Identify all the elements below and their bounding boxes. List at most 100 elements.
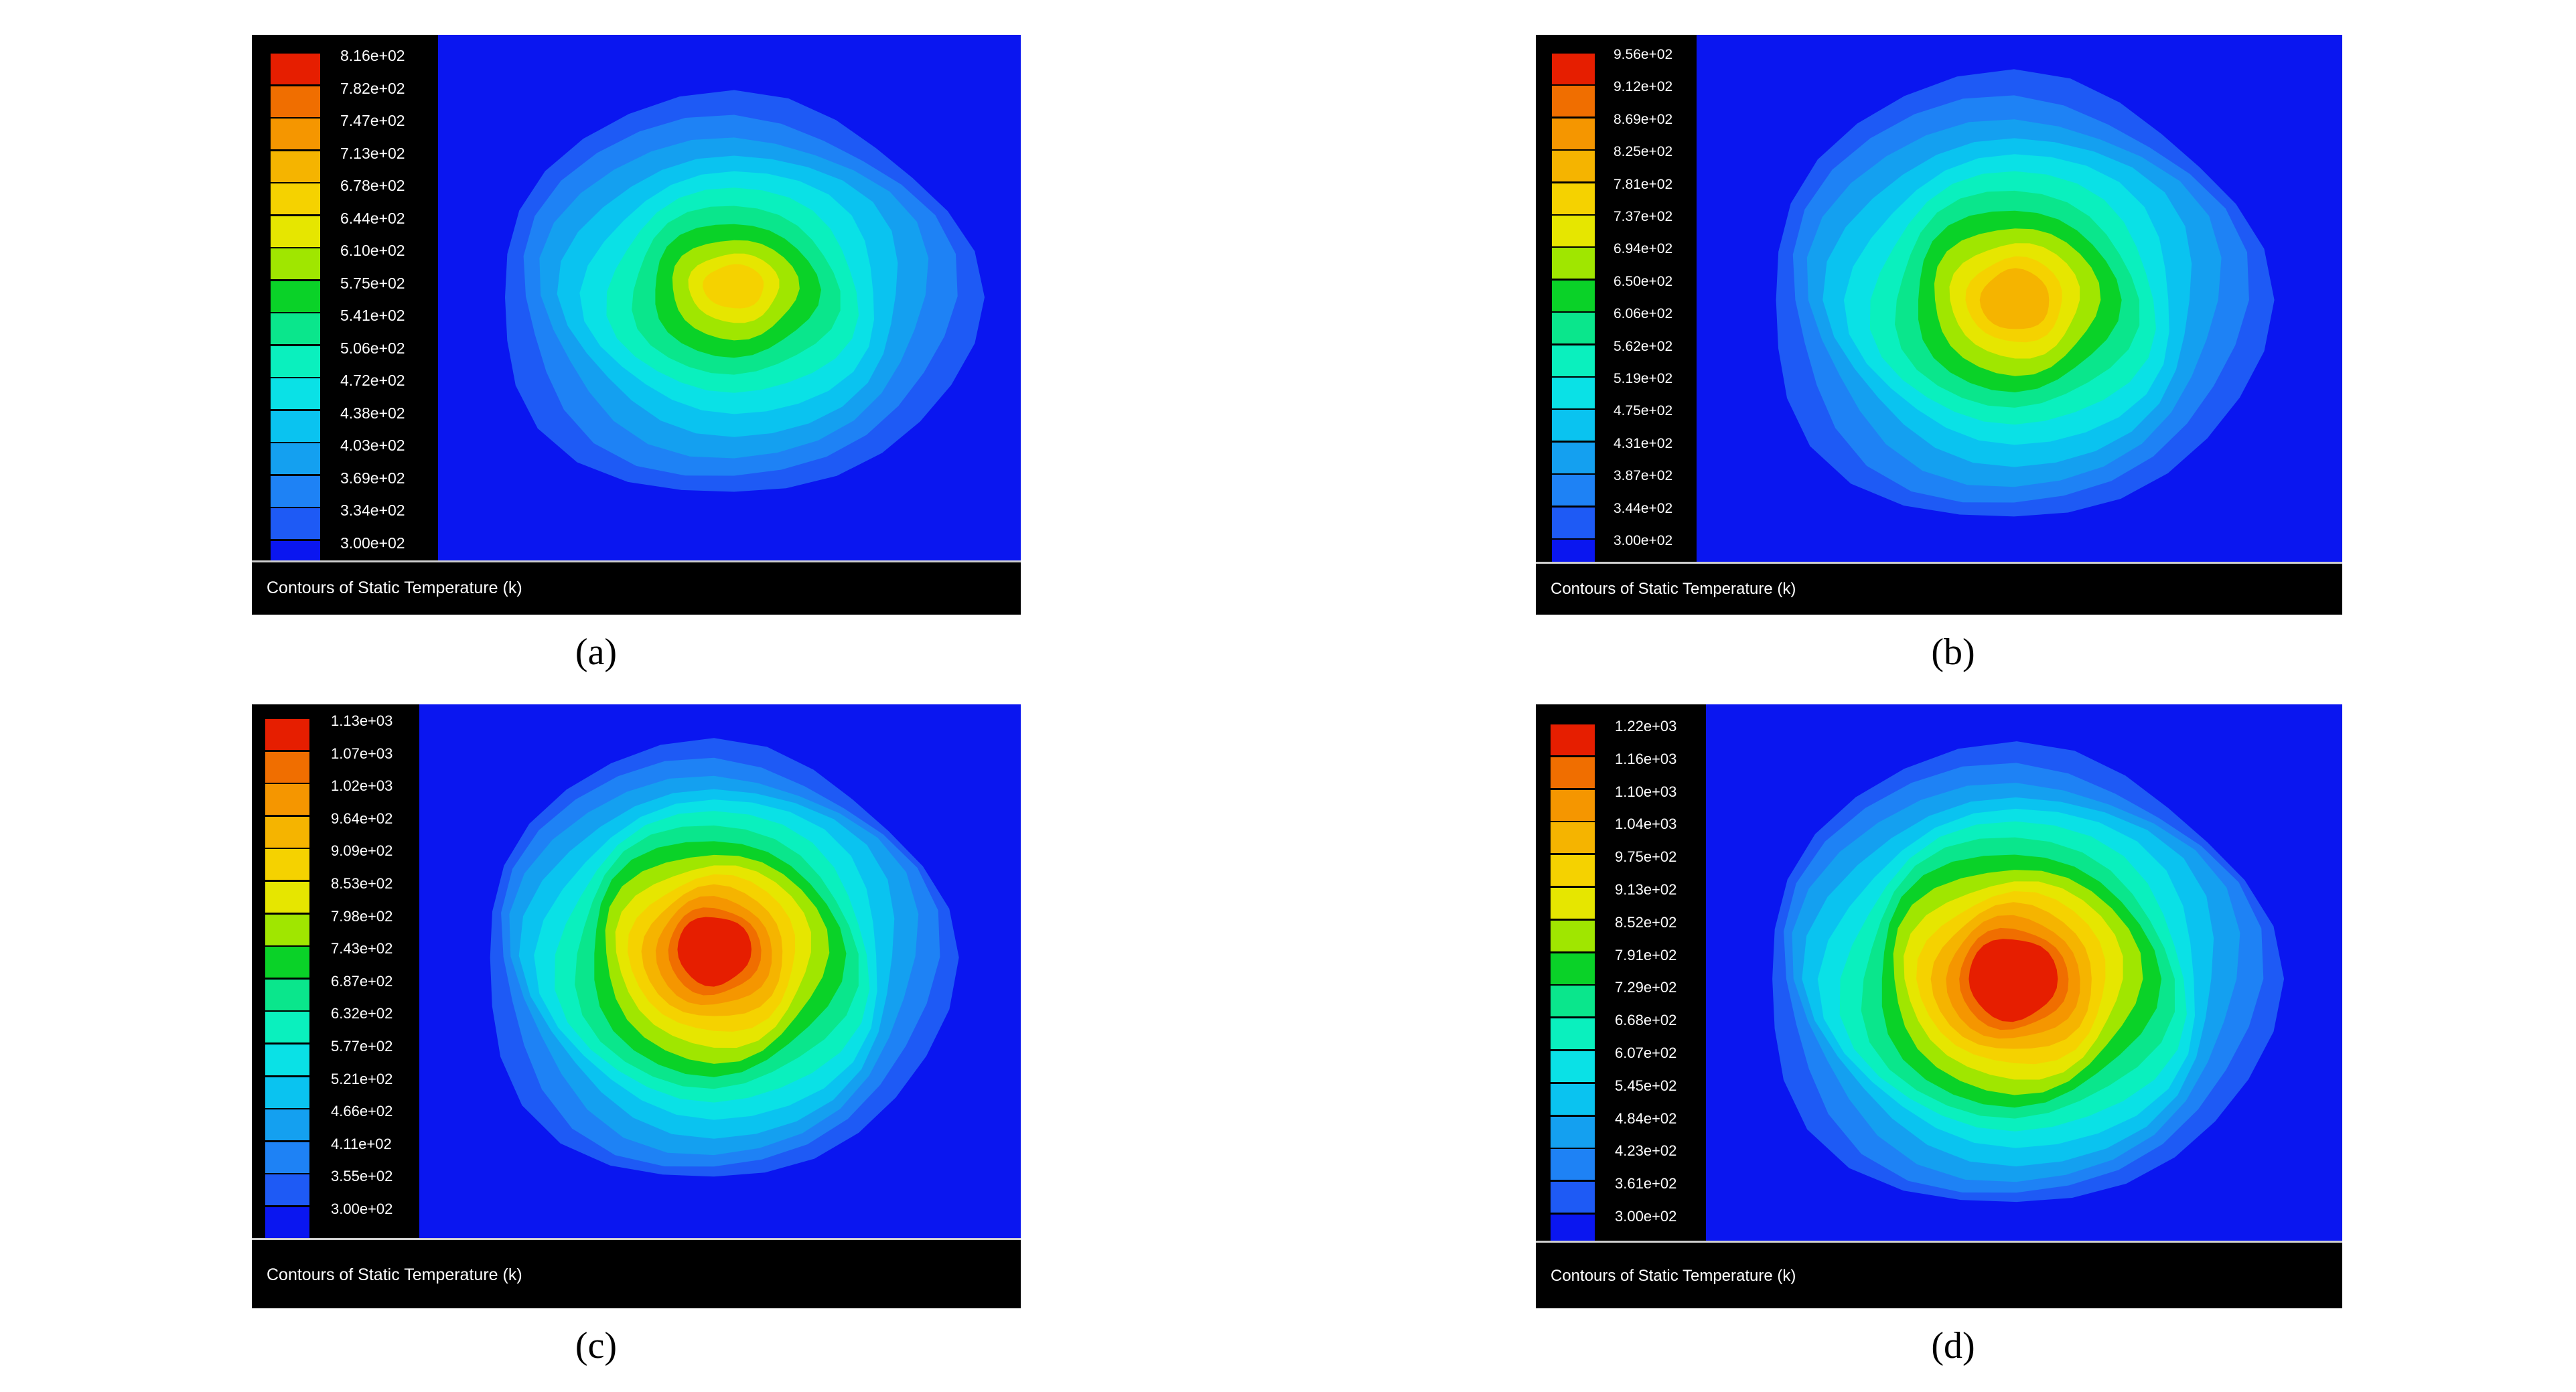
temperature-contours: [505, 90, 985, 492]
temperature-contours: [1772, 741, 2285, 1203]
contour-band: [703, 264, 764, 309]
legend-tick-label: 7.81e+02: [1614, 176, 1673, 192]
legend-tick-label: 3.00e+02: [1614, 533, 1673, 548]
legend-swatch: [1551, 757, 1595, 788]
legend-tick-label: 3.00e+02: [1615, 1208, 1677, 1225]
legend-swatch: [271, 378, 320, 409]
legend-tick-label: 3.55e+02: [331, 1168, 393, 1185]
legend-tick-label: 1.07e+03: [331, 745, 393, 762]
color-legend: 9.56e+02 9.12e+02 8.69e+02 8.25e+02 7.81e+02…: [1536, 35, 1697, 562]
color-legend: 8.16e+02 7.82e+02 7.47e+02 7.13e+02 6.78e+02…: [252, 35, 438, 561]
legend-tick-label: 5.06e+02: [340, 339, 405, 357]
legend-swatch: [265, 914, 309, 945]
legend-tick-label: 6.44e+02: [340, 209, 405, 227]
legend-swatch: [1552, 313, 1595, 344]
footer-title: Contours of Static Temperature (k): [1551, 1267, 1796, 1285]
legend-tick-label: 6.78e+02: [340, 177, 405, 194]
footer-title: Contours of Static Temperature (k): [267, 1265, 522, 1284]
legend-swatch: [265, 1207, 309, 1238]
legend-tick-label: 8.16e+02: [340, 47, 405, 64]
legend-tick-label: 9.12e+02: [1614, 79, 1673, 95]
legend-swatch: [271, 410, 320, 442]
legend-tick-label: 8.53e+02: [331, 875, 393, 892]
legend-swatch: [271, 281, 320, 312]
legend-tick-label: 5.21e+02: [331, 1070, 393, 1087]
legend-swatch: [271, 443, 320, 474]
legend-tick-label: 3.34e+02: [340, 501, 405, 519]
legend-swatch: [265, 1109, 309, 1141]
legend-tick-label: 4.75e+02: [1614, 403, 1673, 419]
legend-tick-label: 6.94e+02: [1614, 241, 1673, 257]
legend-tick-label: 3.61e+02: [1615, 1175, 1677, 1192]
legend-tick-label: 4.23e+02: [1615, 1142, 1677, 1160]
contour-band: [1969, 939, 2058, 1022]
legend-swatch: [1552, 280, 1595, 311]
legend-tick-label: 9.75e+02: [1615, 848, 1677, 866]
legend-tick-label: 9.56e+02: [1614, 47, 1673, 62]
legend-tick-label: 4.66e+02: [331, 1103, 393, 1120]
legend-tick-label: 7.98e+02: [331, 907, 393, 925]
contour-panel-a: 8.16e+02 7.82e+02 7.47e+02 7.13e+02 6.78e+02…: [252, 35, 1021, 615]
legend-swatch: [265, 1174, 309, 1206]
plot-footer: Contours of Static Temperature (k): [1536, 562, 2342, 615]
legend-swatch: [271, 313, 320, 344]
legend-swatch: [265, 849, 309, 880]
legend-tick-label: 3.44e+02: [1614, 500, 1673, 516]
legend-swatch: [1552, 345, 1595, 376]
legend-swatch: [271, 183, 320, 214]
contour-band: [677, 917, 752, 987]
contour-plot-area: 9.56e+02 9.12e+02 8.69e+02 8.25e+02 7.81e+02…: [1536, 35, 2342, 562]
legend-swatch: [1551, 1051, 1595, 1082]
legend-tick-label: 9.64e+02: [331, 809, 393, 827]
legend-swatch: [1551, 986, 1595, 1017]
legend-tick-label: 6.10e+02: [340, 242, 405, 259]
temperature-contours: [490, 738, 959, 1177]
contour-band: [1979, 268, 2050, 329]
legend-tick-label: 8.25e+02: [1614, 144, 1673, 160]
temperature-contours: [1776, 69, 2275, 517]
legend-swatch: [1552, 507, 1595, 538]
legend-tick-label: 4.84e+02: [1615, 1109, 1677, 1127]
legend-swatch: [1552, 54, 1595, 84]
legend-swatch: [265, 1077, 309, 1108]
legend-tick-label: 5.45e+02: [1615, 1077, 1677, 1094]
legend-swatch: [265, 1045, 309, 1075]
caption-b: (b): [1931, 631, 1975, 673]
legend-tick-label: 9.13e+02: [1615, 881, 1677, 898]
legend-swatch: [1551, 1018, 1595, 1050]
plot-footer: Contours of Static Temperature (k): [1536, 1241, 2342, 1308]
legend-swatch: [1552, 151, 1595, 182]
legend-swatch: [271, 248, 320, 279]
contour-plot-area: 1.13e+03 1.07e+03 1.02e+03 9.64e+02 9.09e+02…: [252, 704, 1021, 1239]
legend-swatch: [1552, 475, 1595, 506]
legend-tick-label: 7.91e+02: [1615, 946, 1677, 963]
legend-tick-label: 6.68e+02: [1615, 1012, 1677, 1029]
legend-swatch: [1551, 855, 1595, 886]
legend-swatch: [271, 345, 320, 377]
legend-tick-label: 3.00e+02: [340, 534, 405, 552]
legend-swatch: [265, 1012, 309, 1043]
footer-title: Contours of Static Temperature (k): [1551, 580, 1796, 598]
legend-tick-label: 6.06e+02: [1614, 306, 1673, 322]
legend-tick-label: 7.43e+02: [331, 940, 393, 957]
legend-swatch: [271, 508, 320, 539]
legend-swatch: [271, 86, 320, 117]
legend-tick-label: 6.07e+02: [1615, 1045, 1677, 1061]
legend-swatch: [1551, 1215, 1595, 1241]
legend-swatch: [271, 540, 320, 561]
legend-tick-label: 1.02e+03: [331, 777, 393, 795]
legend-tick-label: 9.09e+02: [331, 842, 393, 860]
legend-tick-label: 4.31e+02: [1614, 435, 1673, 451]
legend-tick-label: 3.87e+02: [1614, 468, 1673, 484]
legend-swatch: [1552, 378, 1595, 408]
legend-swatch: [1552, 86, 1595, 117]
legend-tick-label: 5.19e+02: [1614, 371, 1673, 386]
legend-swatch: [271, 216, 320, 247]
legend-swatch: [1551, 789, 1595, 821]
caption-a: (a): [575, 631, 618, 673]
caption-d: (d): [1931, 1325, 1975, 1367]
legend-tick-label: 7.37e+02: [1614, 209, 1673, 224]
legend-tick-label: 4.72e+02: [340, 372, 405, 389]
footer-title: Contours of Static Temperature (k): [267, 578, 522, 597]
legend-swatch: [1551, 1116, 1595, 1148]
